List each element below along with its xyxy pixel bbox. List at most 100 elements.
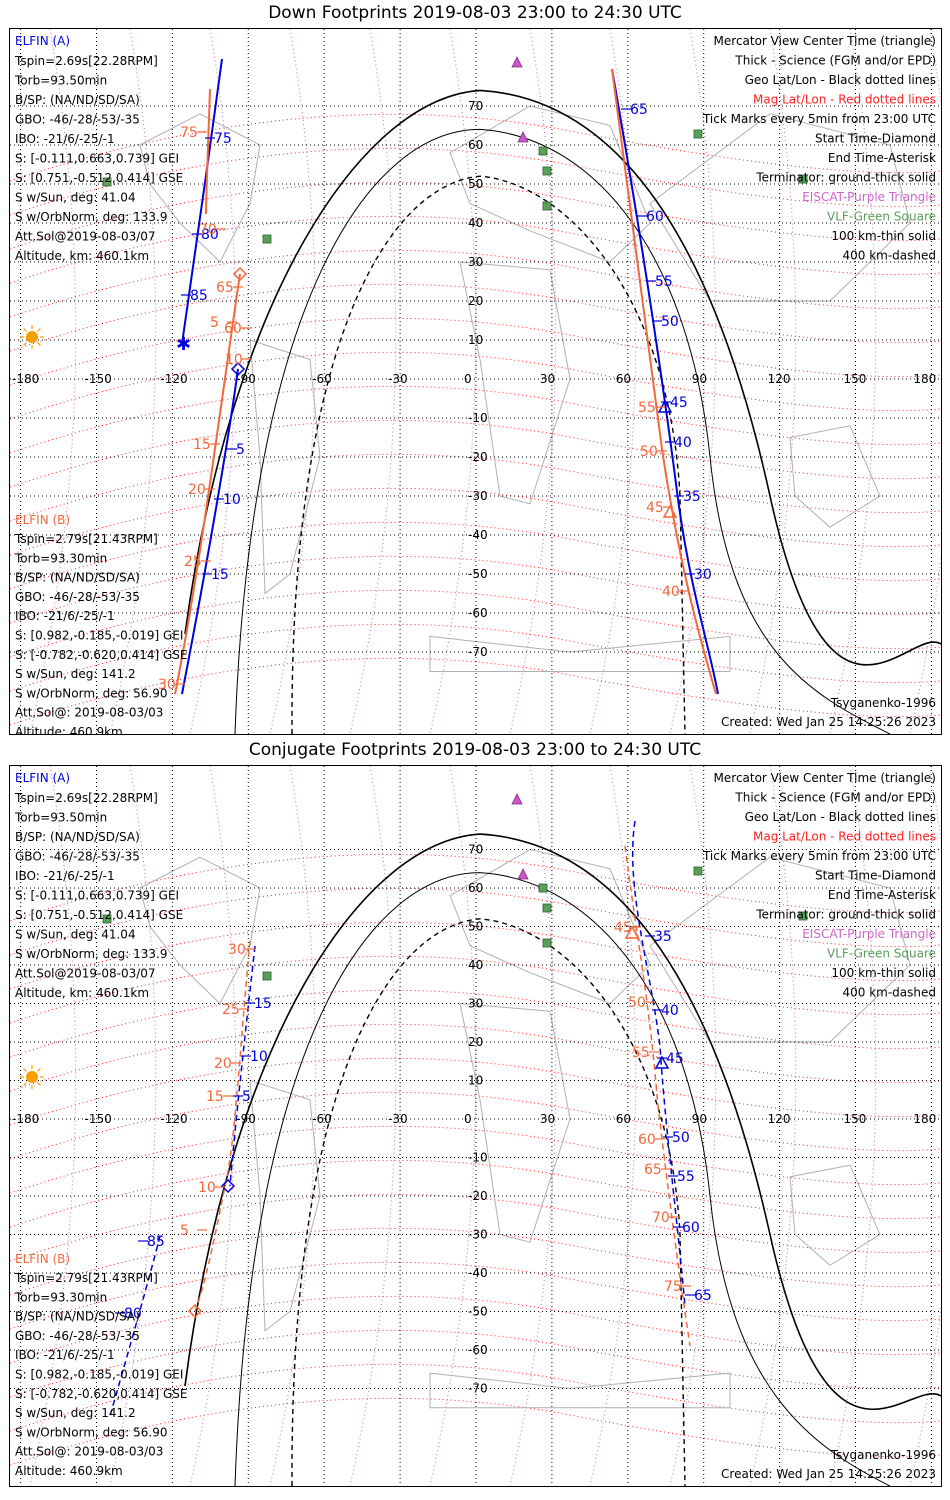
end-time-asterisk: ✱: [176, 334, 191, 355]
time-tick-label: 55: [638, 400, 656, 416]
time-tick-label: 15: [211, 567, 229, 583]
start-time-diamond: [187, 1303, 203, 1319]
elfin-a-info-line: GBO: -46/-28/-53/-35: [15, 113, 140, 127]
time-tick-label: 50: [640, 444, 658, 460]
elfin-b-info-line: B/SP: (NA/ND/SD/SA): [15, 1310, 140, 1324]
lat-tick-label: 20: [468, 1035, 483, 1049]
lat-tick-label: 10: [468, 1074, 483, 1088]
legend-entry: Tick Marks every 5min from 23:00 UTC: [702, 849, 936, 863]
time-tick-label: 25: [184, 554, 202, 570]
lon-tick-label: -180: [12, 372, 39, 386]
legend-entry: Start Time-Diamond: [815, 869, 936, 883]
sun-icon: [26, 1071, 38, 1083]
sun-ray: [37, 342, 41, 346]
elfin-b-info-line: B/SP: (NA/ND/SD/SA): [15, 571, 140, 585]
sun-ray: [37, 328, 41, 332]
legend-entry: Mag Lat/Lon - Red dotted lines: [753, 830, 936, 844]
elfin-a-header: ELFIN (A): [15, 771, 70, 785]
elfin-b-info-line: S w/Sun, deg: 141.2: [15, 1406, 136, 1420]
created-timestamp: Created: Wed Jan 25 14:25:26 2023: [721, 1467, 936, 1481]
time-tick-label: 25: [222, 1002, 240, 1018]
elfin-a-track: [181, 368, 239, 695]
lat-tick-label: 40: [468, 958, 483, 972]
lat-tick-label: -70: [468, 645, 488, 659]
lat-tick-label: 10: [468, 333, 483, 347]
legend-entry: 400 km-dashed: [842, 986, 936, 1000]
legend-entry: End Time-Asterisk: [828, 888, 936, 902]
lon-tick-label: 30: [540, 1112, 555, 1126]
time-tick-label: 5: [210, 315, 219, 331]
elfin-a-track: [229, 945, 256, 1187]
elfin-a-info-line: B/SP: (NA/ND/SD/SA): [15, 93, 140, 107]
time-tick-label: 10: [198, 1180, 216, 1196]
time-tick-label: 40: [661, 1003, 679, 1019]
lon-tick-label: 180: [913, 372, 936, 386]
time-tick-label: 30: [228, 942, 246, 958]
lat-tick-label: 60: [468, 881, 483, 895]
mag-lon-line: [589, 765, 637, 1487]
time-tick-label: 85: [190, 288, 208, 304]
lat-tick-label: -10: [468, 411, 488, 425]
map-frame-down: -180 -150 -120 -90 -60 -30 0 30 60 90 120 150 180 70 6…: [9, 28, 950, 739]
terminator-ground: [184, 89, 942, 666]
time-tick-label: 75: [664, 1279, 682, 1295]
time-tick-label: 75: [180, 125, 198, 141]
time-tick-label: 80: [124, 1306, 142, 1322]
elfin-a-info-line: Tspin=2.69s[22.28RPM]: [14, 791, 158, 805]
vlf-station-marker: [262, 234, 272, 244]
elfin-b-info-line: S w/Sun, deg: 141.2: [15, 667, 136, 681]
time-tick-label: 60: [682, 1220, 700, 1236]
coastline: [429, 1372, 731, 1409]
eiscat-station-marker: [517, 131, 529, 143]
legend-entry: 400 km-dashed: [842, 249, 936, 263]
time-tick-label: 65: [644, 1162, 662, 1178]
time-tick-label: 15: [254, 996, 272, 1012]
elfin-a-info-line: Tspin=2.69s[22.28RPM]: [14, 54, 158, 68]
mag-lon-line: [349, 765, 397, 1487]
time-tick-label: 50: [628, 995, 646, 1011]
eiscat-station-marker: [517, 868, 529, 880]
lat-tick-label: 40: [468, 216, 483, 230]
elfin-b-track: [174, 273, 241, 695]
sun-ray: [23, 342, 27, 346]
time-tick-label: 85: [147, 1234, 165, 1250]
vlf-station-marker: [102, 914, 112, 924]
lat-tick-label: 50: [468, 177, 483, 191]
time-tick-label: 45: [646, 500, 664, 516]
time-tick-label: 70: [199, 222, 217, 238]
legend-entry: Geo Lat/Lon - Black dotted lines: [745, 810, 936, 824]
start-time-diamond: [220, 1178, 236, 1194]
elfin-a-info-line: IBO: -21/6/-25/-1: [15, 869, 115, 883]
elfin-a-info-line: Att.Sol@2019-08-03/07: [15, 967, 156, 981]
elfin-a-info-line: S: [-0.111,0.663,0.739] GEI: [15, 152, 179, 166]
elfin-a-info-line: IBO: -21/6/-25/-1: [15, 132, 115, 146]
elfin-b-info-line: S: [-0.782,-0.620,0.414] GSE: [15, 648, 188, 662]
elfin-a-info-line: S w/Sun, deg: 41.04: [15, 928, 136, 942]
vlf-station-marker: [798, 911, 808, 921]
legend-entry: 100 km-thin solid: [831, 966, 936, 980]
elfin-b-info-line: Tspin=2.79s[21.43RPM]: [14, 1271, 158, 1285]
elfin-b-info-line: S w/OrbNorm, deg: 56.90: [15, 686, 167, 700]
elfin-a-info-line: Torb=93.50min: [14, 811, 107, 825]
lon-tick-label: 180: [913, 1112, 936, 1126]
elfin-b-info-line: Altitude: 460.9km: [15, 725, 123, 734]
elfin-b-info-line: Att.Sol@: 2019-08-03/03: [15, 1445, 163, 1459]
lon-tick-label: -30: [388, 372, 408, 386]
elfin-b-info-line: GBO: -46/-28/-53/-35: [15, 590, 140, 604]
legend-entry: EISCAT-Purple Triangle: [802, 190, 936, 204]
lat-tick-label: -20: [468, 1189, 488, 1203]
coastline: [449, 848, 651, 1005]
time-tick-label: 30: [694, 567, 712, 583]
time-tick-label: 5: [242, 1089, 251, 1105]
lon-tick-label: 0: [464, 1112, 472, 1126]
legend-entry: Thick - Science (FGM and/or EPD): [734, 791, 936, 805]
start-time-diamond: [230, 361, 246, 377]
sun-ray: [37, 1082, 41, 1086]
time-tick-label: 15: [193, 437, 211, 453]
elfin-b-info-line: Torb=93.30min: [14, 551, 107, 565]
elfin-b-info-line: Altitude: 460.9km: [15, 1464, 123, 1478]
time-tick-label: 70: [652, 1210, 670, 1226]
time-tick-label: 60: [646, 209, 664, 225]
legend-entry: End Time-Asterisk: [828, 151, 936, 165]
vlf-station-marker: [542, 201, 552, 211]
